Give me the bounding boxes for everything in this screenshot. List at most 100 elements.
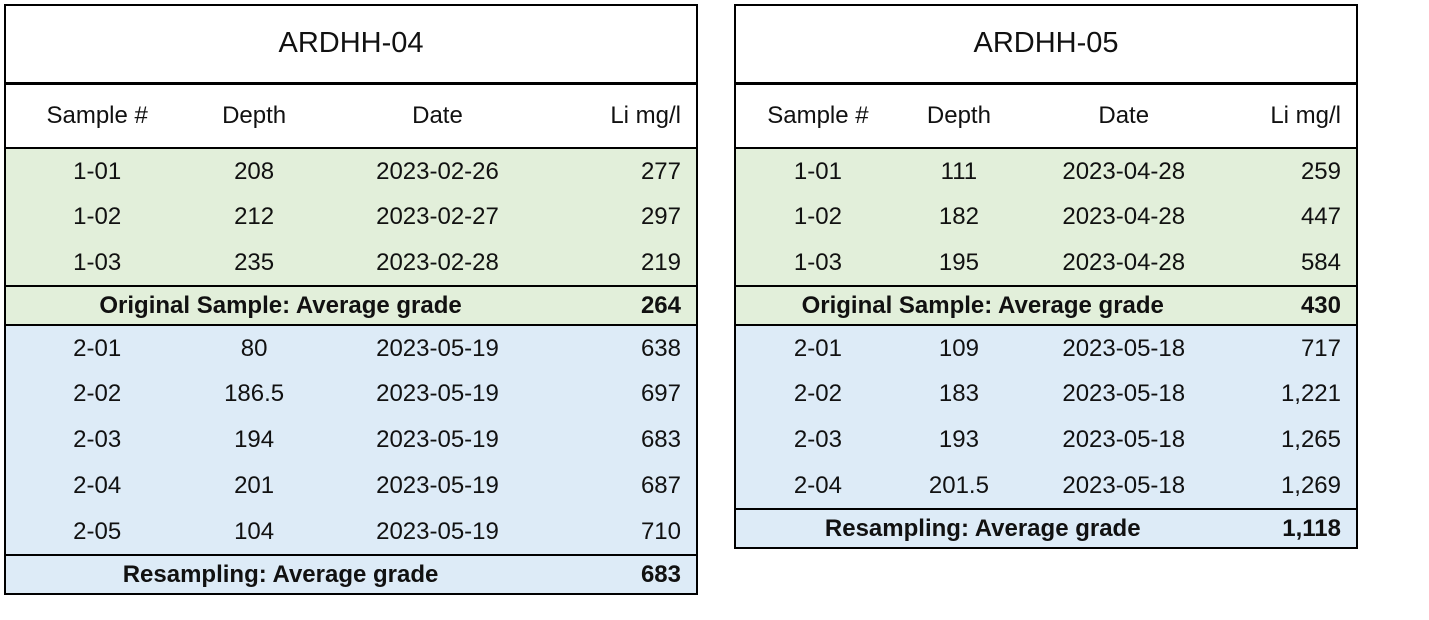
column-header-depth: Depth bbox=[188, 83, 320, 149]
sample-row: 2-02 183 2023-05-18 1,221 bbox=[735, 371, 1357, 417]
column-header-date: Date bbox=[319, 83, 556, 149]
resampling-summary-row: Resampling: Average grade 1,118 bbox=[735, 508, 1357, 548]
depth-cell: 208 bbox=[188, 148, 320, 194]
depth-cell: 235 bbox=[188, 240, 320, 286]
li-grade-cell: 697 bbox=[555, 371, 697, 417]
sample-row: 2-04 201.5 2023-05-18 1,269 bbox=[735, 463, 1357, 509]
column-header-li-mg-l: Li mg/l bbox=[1229, 83, 1357, 149]
date-cell: 2023-04-28 bbox=[1018, 240, 1230, 286]
depth-cell: 104 bbox=[188, 509, 320, 555]
sample-row: 1-03 235 2023-02-28 219 bbox=[5, 240, 697, 286]
summary-label: Original Sample: Average grade bbox=[5, 285, 556, 326]
date-cell: 2023-05-19 bbox=[319, 417, 556, 463]
sample-id-cell: 1-02 bbox=[735, 194, 900, 240]
date-cell: 2023-05-19 bbox=[319, 509, 556, 555]
sample-id-cell: 2-04 bbox=[735, 463, 900, 509]
summary-label: Original Sample: Average grade bbox=[735, 285, 1230, 326]
sample-row: 1-01 208 2023-02-26 277 bbox=[5, 148, 697, 194]
date-cell: 2023-04-28 bbox=[1018, 194, 1230, 240]
drillhole-assay-table-ardhh-04: ARDHH-04 Sample # Depth Date Li mg/l 1-01 208 2… bbox=[4, 4, 698, 595]
date-cell: 2023-05-18 bbox=[1018, 325, 1230, 371]
sample-row: 1-01 111 2023-04-28 259 bbox=[735, 148, 1357, 194]
summary-label: Resampling: Average grade bbox=[735, 508, 1230, 548]
sample-id-cell: 2-03 bbox=[735, 417, 900, 463]
li-grade-cell: 259 bbox=[1229, 148, 1357, 194]
column-header-sample: Sample # bbox=[735, 83, 900, 149]
depth-cell: 194 bbox=[188, 417, 320, 463]
date-cell: 2023-02-28 bbox=[319, 240, 556, 286]
li-grade-cell: 710 bbox=[555, 509, 697, 555]
column-header-row: Sample # Depth Date Li mg/l bbox=[5, 83, 697, 149]
depth-cell: 195 bbox=[899, 240, 1018, 286]
sample-id-cell: 2-02 bbox=[5, 371, 189, 417]
sample-row: 1-03 195 2023-04-28 584 bbox=[735, 240, 1357, 286]
li-grade-cell: 277 bbox=[555, 148, 697, 194]
li-grade-cell: 1,269 bbox=[1229, 463, 1357, 509]
sample-row: 1-02 182 2023-04-28 447 bbox=[735, 194, 1357, 240]
date-cell: 2023-05-19 bbox=[319, 325, 556, 371]
li-grade-cell: 1,265 bbox=[1229, 417, 1357, 463]
drillhole-assay-table-ardhh-05: ARDHH-05 Sample # Depth Date Li mg/l 1-01 111 2… bbox=[734, 4, 1358, 549]
column-header-date: Date bbox=[1018, 83, 1230, 149]
sample-id-cell: 1-03 bbox=[5, 240, 189, 286]
li-grade-cell: 683 bbox=[555, 417, 697, 463]
depth-cell: 186.5 bbox=[188, 371, 320, 417]
depth-cell: 193 bbox=[899, 417, 1018, 463]
table-title: ARDHH-05 bbox=[735, 5, 1357, 85]
sample-row: 2-05 104 2023-05-19 710 bbox=[5, 509, 697, 555]
li-grade-cell: 1,221 bbox=[1229, 371, 1357, 417]
date-cell: 2023-05-18 bbox=[1018, 463, 1230, 509]
column-header-depth: Depth bbox=[899, 83, 1018, 149]
li-grade-cell: 219 bbox=[555, 240, 697, 286]
li-grade-cell: 584 bbox=[1229, 240, 1357, 286]
summary-average-grade-value: 430 bbox=[1229, 285, 1357, 326]
sample-id-cell: 2-02 bbox=[735, 371, 900, 417]
sample-id-cell: 1-01 bbox=[5, 148, 189, 194]
column-header-sample: Sample # bbox=[5, 83, 189, 149]
table-title: ARDHH-04 bbox=[5, 5, 697, 85]
sample-row: 2-03 193 2023-05-18 1,265 bbox=[735, 417, 1357, 463]
li-grade-cell: 447 bbox=[1229, 194, 1357, 240]
sample-id-cell: 2-05 bbox=[5, 509, 189, 555]
sample-row: 1-02 212 2023-02-27 297 bbox=[5, 194, 697, 240]
column-header-li-mg-l: Li mg/l bbox=[555, 83, 697, 149]
li-grade-cell: 638 bbox=[555, 325, 697, 371]
sample-id-cell: 2-04 bbox=[5, 463, 189, 509]
resampling-summary-row: Resampling: Average grade 683 bbox=[5, 554, 697, 594]
sample-id-cell: 2-01 bbox=[735, 325, 900, 371]
depth-cell: 111 bbox=[899, 148, 1018, 194]
table-title-row: ARDHH-04 bbox=[5, 5, 697, 85]
depth-cell: 80 bbox=[188, 325, 320, 371]
date-cell: 2023-05-18 bbox=[1018, 417, 1230, 463]
date-cell: 2023-04-28 bbox=[1018, 148, 1230, 194]
date-cell: 2023-02-26 bbox=[319, 148, 556, 194]
summary-average-grade-value: 683 bbox=[555, 554, 697, 594]
li-grade-cell: 717 bbox=[1229, 325, 1357, 371]
column-header-row: Sample # Depth Date Li mg/l bbox=[735, 83, 1357, 149]
depth-cell: 201 bbox=[188, 463, 320, 509]
sample-row: 2-04 201 2023-05-19 687 bbox=[5, 463, 697, 509]
sample-id-cell: 1-03 bbox=[735, 240, 900, 286]
depth-cell: 182 bbox=[899, 194, 1018, 240]
sample-id-cell: 2-01 bbox=[5, 325, 189, 371]
sample-id-cell: 2-03 bbox=[5, 417, 189, 463]
sample-id-cell: 1-01 bbox=[735, 148, 900, 194]
table-title-row: ARDHH-05 bbox=[735, 5, 1357, 85]
depth-cell: 109 bbox=[899, 325, 1018, 371]
depth-cell: 201.5 bbox=[899, 463, 1018, 509]
sample-id-cell: 1-02 bbox=[5, 194, 189, 240]
sample-row: 2-03 194 2023-05-19 683 bbox=[5, 417, 697, 463]
sample-row: 2-02 186.5 2023-05-19 697 bbox=[5, 371, 697, 417]
original-summary-row: Original Sample: Average grade 264 bbox=[5, 285, 697, 326]
date-cell: 2023-02-27 bbox=[319, 194, 556, 240]
date-cell: 2023-05-19 bbox=[319, 371, 556, 417]
date-cell: 2023-05-19 bbox=[319, 463, 556, 509]
li-grade-cell: 297 bbox=[555, 194, 697, 240]
summary-label: Resampling: Average grade bbox=[5, 554, 556, 594]
li-grade-cell: 687 bbox=[555, 463, 697, 509]
depth-cell: 183 bbox=[899, 371, 1018, 417]
sample-row: 2-01 109 2023-05-18 717 bbox=[735, 325, 1357, 371]
summary-average-grade-value: 264 bbox=[555, 285, 697, 326]
summary-average-grade-value: 1,118 bbox=[1229, 508, 1357, 548]
